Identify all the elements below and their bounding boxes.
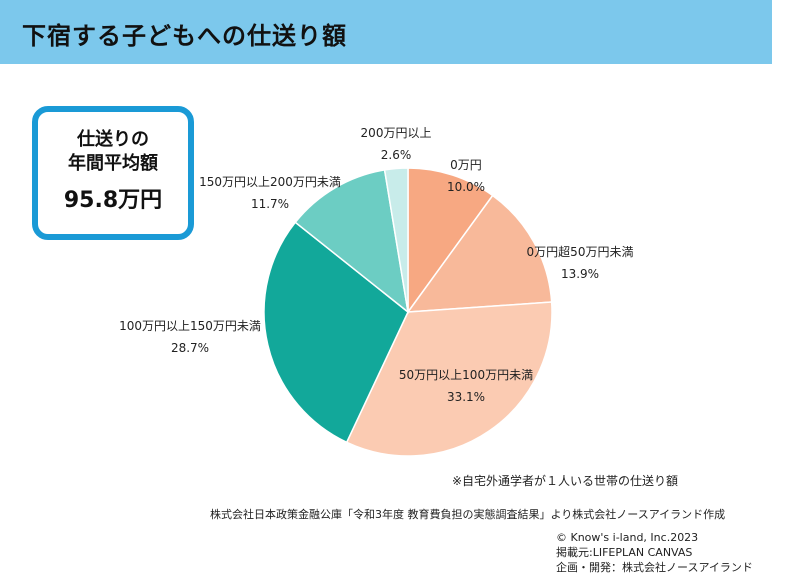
pie-slice xyxy=(294,169,410,314)
credits: © Know's i-land, Inc.2023 掲載元:LIFEPLAN C… xyxy=(556,530,753,575)
publisher-text: 掲載元:LIFEPLAN CANVAS xyxy=(556,546,693,559)
footnote: ※自宅外通学者が１人いる世帯の仕送り額 xyxy=(452,474,679,488)
slice-percent-label: 10.0% xyxy=(447,180,485,194)
pie-slice xyxy=(383,167,409,313)
slice-percent-label: 28.7% xyxy=(171,341,209,355)
slice-label: 100万円以上150万円未満 xyxy=(119,319,261,333)
average-value: 95.8万円 xyxy=(63,188,163,213)
slice-label: 0万円超50万円未満 xyxy=(527,244,634,259)
copyright-text: © Know's i-land, Inc.2023 xyxy=(556,531,699,544)
slice-percent-label: 11.7% xyxy=(251,197,289,211)
slice-label: 50万円以上100万円未満 xyxy=(399,368,533,382)
slice-label: 0万円 xyxy=(450,158,482,172)
producer-text: 企画・開発：株式会社ノースアイランド xyxy=(556,561,753,574)
average-label-line2: 年間平均額 xyxy=(68,153,158,174)
slice-percent-label: 33.1% xyxy=(447,390,485,404)
average-label-line1: 仕送りの xyxy=(77,129,149,150)
pie-slice xyxy=(406,194,553,313)
average-label: 仕送りの 年間平均額 xyxy=(38,128,188,176)
slice-label: 150万円以上200万円未満 xyxy=(199,175,341,189)
pie-slice xyxy=(345,301,553,457)
source-note: 株式会社日本政策金融公庫「令和3年度 教育費負担の実態調査結果」より株式会社ノー… xyxy=(210,508,726,521)
slice-label: 200万円以上 xyxy=(361,126,432,140)
slice-percent-label: 13.9% xyxy=(561,267,599,281)
pie-slice xyxy=(263,221,409,444)
header-bar: 下宿する子どもへの仕送り額 xyxy=(0,0,772,64)
slice-percent-label: 2.6% xyxy=(381,148,412,162)
pie-slice xyxy=(407,167,494,315)
page-title: 下宿する子どもへの仕送り額 xyxy=(22,22,347,50)
average-summary-box: 仕送りの 年間平均額 95.8万円 xyxy=(32,106,194,240)
